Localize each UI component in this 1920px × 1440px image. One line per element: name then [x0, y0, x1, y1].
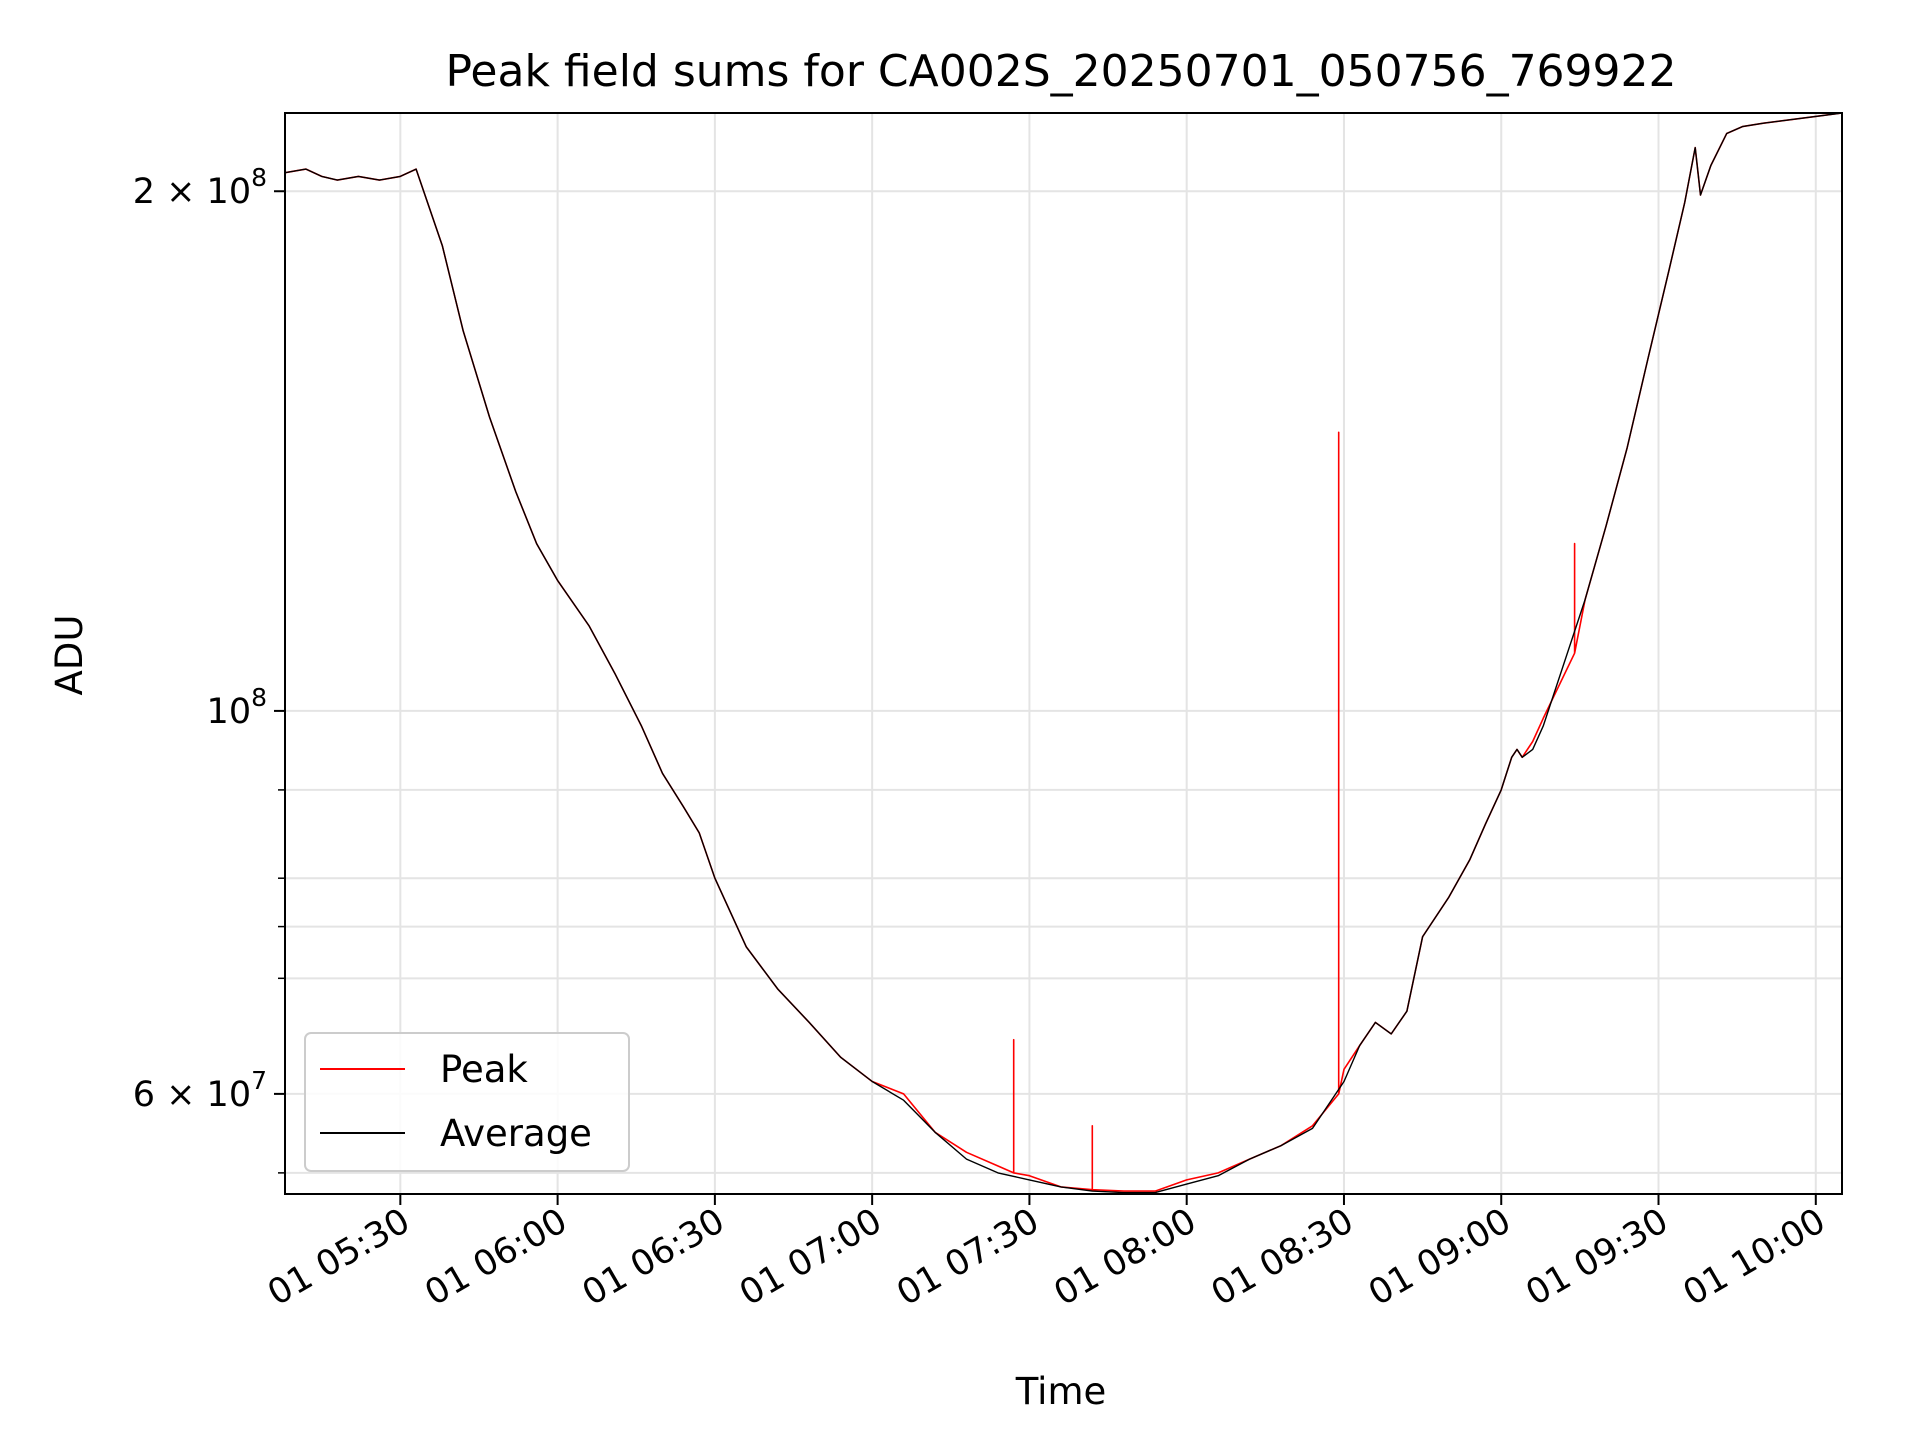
y-axis-label: ADU [48, 615, 91, 696]
y-tick-label: 2 × 108 [133, 163, 267, 212]
chart-title: Peak field sums for CA002S_20250701_0507… [445, 46, 1676, 97]
legend-label-average: Average [440, 1112, 592, 1155]
legend: Peak Average [304, 1032, 630, 1172]
x-axis-label: Time [1015, 1370, 1107, 1413]
series-layer [285, 113, 1842, 1194]
plot-frame [284, 112, 1843, 1195]
legend-label-peak: Peak [440, 1048, 528, 1091]
legend-box [304, 1032, 630, 1172]
series-line-average [285, 113, 1842, 1194]
y-tick-label: 6 × 107 [133, 1066, 267, 1115]
